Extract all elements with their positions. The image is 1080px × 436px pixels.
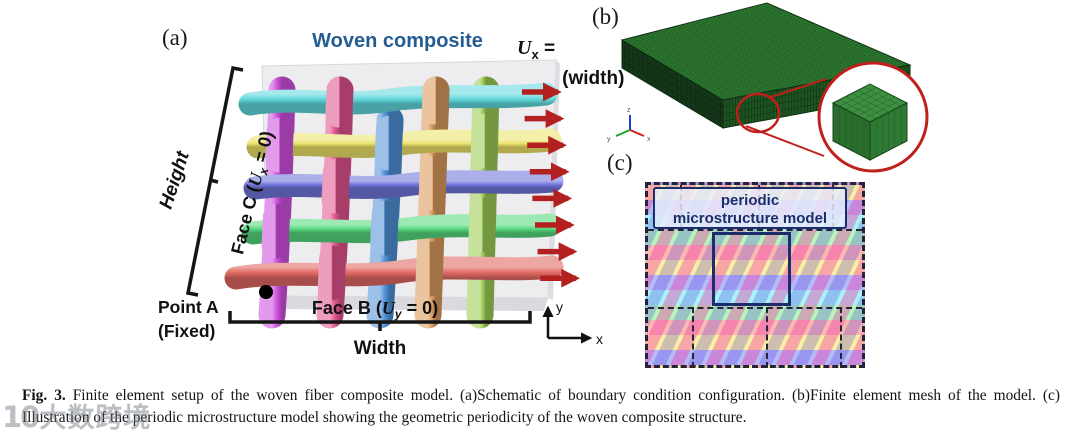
watermark: 10大数跨境 [2,396,151,435]
point-a-marker [259,285,273,299]
x-axis-label: x [596,331,603,347]
weft-fiber-green [241,213,562,245]
zoom-inset-cube [831,83,909,161]
point-a-label: Point A [158,297,219,317]
cell-divider-horizontal [648,307,862,309]
periodic-model-label-line2: microstructure model [672,210,828,227]
point-a-fixed-label: (Fixed) [158,321,215,341]
periodic-model-label-box: periodic microstructure model [653,187,847,229]
face-b-label: Face B (Uy = 0) [312,298,438,321]
zoom-source-circle [735,92,781,134]
panel-b-mesh: z x y [607,2,929,173]
xy-axes: y x [542,299,603,347]
panel-b-label: (b) [592,4,619,29]
height-label: Height [156,148,194,211]
weft-fiber-periwinkle [243,169,564,200]
watermark-text: 大数跨境 [39,403,152,434]
figure-caption: Fig. 3. Finite element setup of the wove… [0,385,1080,428]
triad-x-axis [629,129,645,137]
zoom-annotation [735,61,929,173]
weft-fiber-yellow [246,128,562,159]
triad-z-label: z [627,107,631,114]
y-axis-label: y [556,299,563,315]
panel-a-schematic: Height Face C (Ux = 0) Point A (Fixed) F… [156,59,603,359]
cell-divider-vertical [840,307,842,368]
width-label: Width [354,338,407,359]
load-symbol-line: Ux = [517,37,556,62]
weave-crossings [261,76,499,301]
cell-divider-vertical [692,307,694,368]
cell-divider-horizontal [648,229,862,231]
width-bracket [228,311,532,331]
panel-a-label: (a) [162,25,188,50]
panel-c-label: (c) [607,150,633,175]
caption-number: Fig. 3. [22,387,66,404]
triad-y-label: y [607,136,611,143]
weft-fiber-cyan [238,82,558,116]
triad-y-axis [615,129,631,137]
watermark-logo: 10 [2,400,40,434]
coordinate-triad: z x y [607,107,651,143]
triad-x-label: x [647,136,651,143]
height-bracket [185,65,244,297]
periodic-structure-box: periodic microstructure model [645,182,865,368]
weft-fiber-salmon [224,255,564,290]
cell-divider-vertical [766,307,768,368]
unit-cell-outline [712,232,791,306]
woven-composite-title: Woven composite [312,30,483,52]
caption-text: Finite element setup of the woven fiber … [22,387,1060,426]
displacement-arrows [522,82,580,288]
periodic-model-label-line1: periodic [720,192,780,209]
